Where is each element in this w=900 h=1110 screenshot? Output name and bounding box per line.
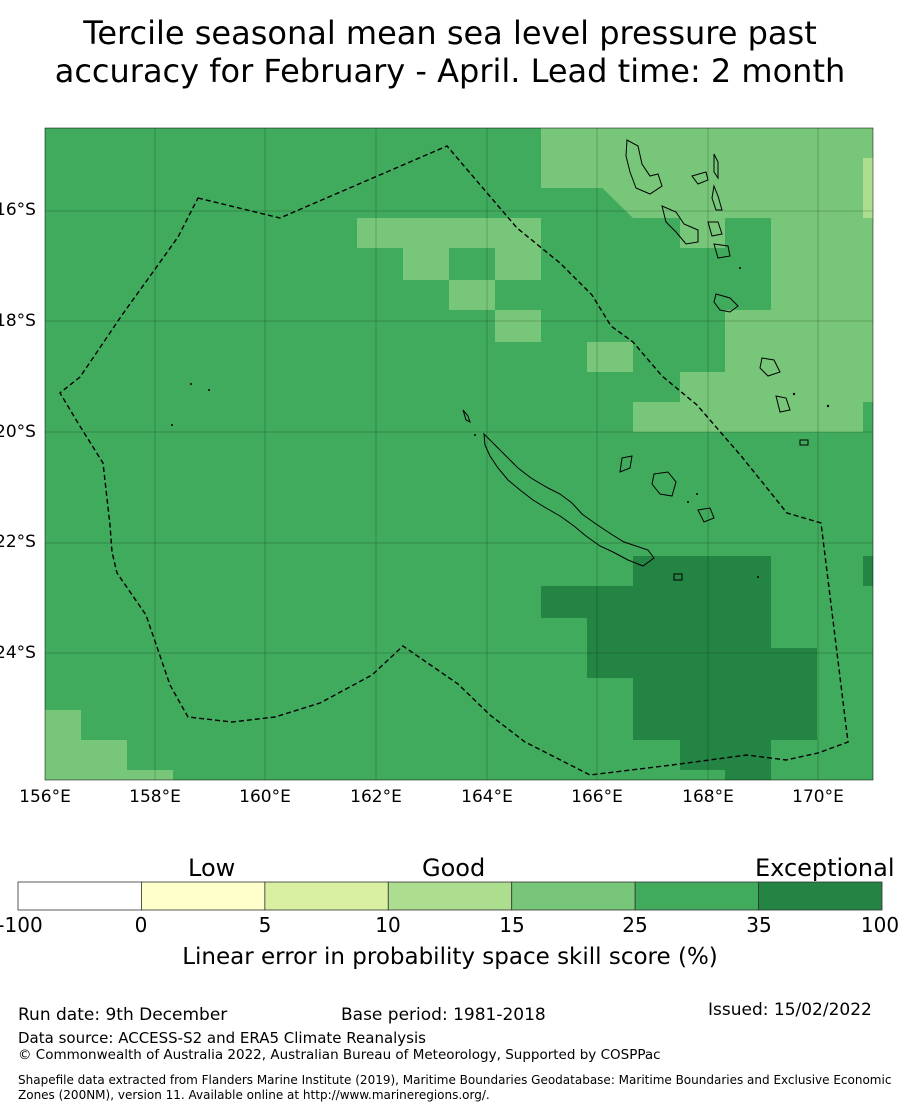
- colorbar-tick: -100: [0, 913, 43, 937]
- lon-label-164: 164°E: [461, 787, 513, 807]
- lat-label-22s: 22°S: [0, 532, 36, 552]
- isle-of-pines: [673, 573, 683, 581]
- vanuatu-aneityum: [775, 395, 791, 413]
- lon-label-158: 158°E: [129, 787, 181, 807]
- lat-label-18s: 18°S: [0, 311, 36, 331]
- skill-cells-dark: [541, 556, 873, 780]
- eez-boundary: [59, 145, 849, 776]
- lon-label-166: 166°E: [571, 787, 623, 807]
- shapefile-credit: Shapefile data extracted from Flanders M…: [18, 1073, 892, 1102]
- colorbar-tick: 100: [860, 913, 900, 937]
- belep-islands: [462, 409, 471, 423]
- loyalty-mare: [697, 507, 715, 523]
- issued-date: Issued: 15/02/2022: [708, 1000, 872, 1020]
- vanuatu-island-b: [713, 153, 719, 180]
- run-date: Run date: 9th December: [18, 1005, 228, 1025]
- map-frame: [44, 127, 874, 781]
- colorbar-tick: 25: [622, 913, 648, 937]
- vanuatu-island-e: [713, 243, 731, 259]
- colorbar-label: Linear error in probability space skill …: [182, 944, 718, 970]
- colorbar-segment: [141, 881, 266, 911]
- coastlines: [462, 139, 809, 581]
- copyright: © Commonwealth of Australia 2022, Austra…: [18, 1047, 661, 1063]
- vanuatu-efate: [713, 293, 739, 313]
- vanuatu-island-d: [707, 221, 723, 237]
- colorbar-group-good: Good: [422, 854, 486, 882]
- vanuatu-malekula: [661, 205, 699, 245]
- map-plot-area: [45, 128, 873, 780]
- colorbar: [17, 881, 883, 911]
- colorbar-group-exceptional: Exceptional: [755, 854, 895, 882]
- lat-label-20s: 20°S: [0, 422, 36, 442]
- lon-label-156: 156°E: [19, 787, 71, 807]
- base-period: Base period: 1981-2018: [341, 1005, 546, 1025]
- lat-label-24s: 24°S: [0, 643, 36, 663]
- colorbar-segment: [17, 881, 142, 911]
- colorbar-segment: [387, 881, 513, 911]
- data-source: Data source: ACCESS-S2 and ERA5 Climate …: [18, 1029, 426, 1047]
- colorbar-tick: 10: [375, 913, 401, 937]
- vanuatu-island-a: [691, 171, 709, 185]
- loyalty-lifou: [651, 471, 677, 497]
- title-line-1: Tercile seasonal mean sea level pressure…: [83, 14, 817, 52]
- colorbar-segment: [264, 881, 389, 911]
- vanuatu-tanna: [759, 357, 781, 377]
- colorbar-tick: 0: [134, 913, 148, 937]
- new-caledonia-island: [483, 432, 655, 567]
- lat-label-16s: 16°S: [0, 200, 36, 220]
- colorbar-segment: [634, 881, 759, 911]
- colorbar-tick: 35: [746, 913, 772, 937]
- lon-label-162: 162°E: [350, 787, 402, 807]
- skill-cells-pale: [863, 158, 873, 218]
- vanuatu-island-c: [711, 184, 723, 211]
- lon-label-170: 170°E: [792, 787, 844, 807]
- loyalty-ouvea: [619, 455, 633, 473]
- title-line-2: accuracy for February - April. Lead time…: [54, 52, 846, 90]
- colorbar-tick: 15: [499, 913, 525, 937]
- lon-label-168: 168°E: [682, 787, 734, 807]
- colorbar-tick: 5: [258, 913, 272, 937]
- matthew-hunter-islet: [799, 439, 809, 446]
- vanuatu-espiritu-santo: [625, 139, 663, 195]
- skill-cells-light: [45, 128, 873, 780]
- chart-title: Tercile seasonal mean sea level pressure…: [0, 14, 900, 90]
- colorbar-segment: [511, 881, 636, 911]
- colorbar-group-low: Low: [188, 854, 236, 882]
- lon-label-160: 160°E: [239, 787, 291, 807]
- small-islets: [171, 267, 830, 578]
- colorbar-segment: [758, 881, 883, 911]
